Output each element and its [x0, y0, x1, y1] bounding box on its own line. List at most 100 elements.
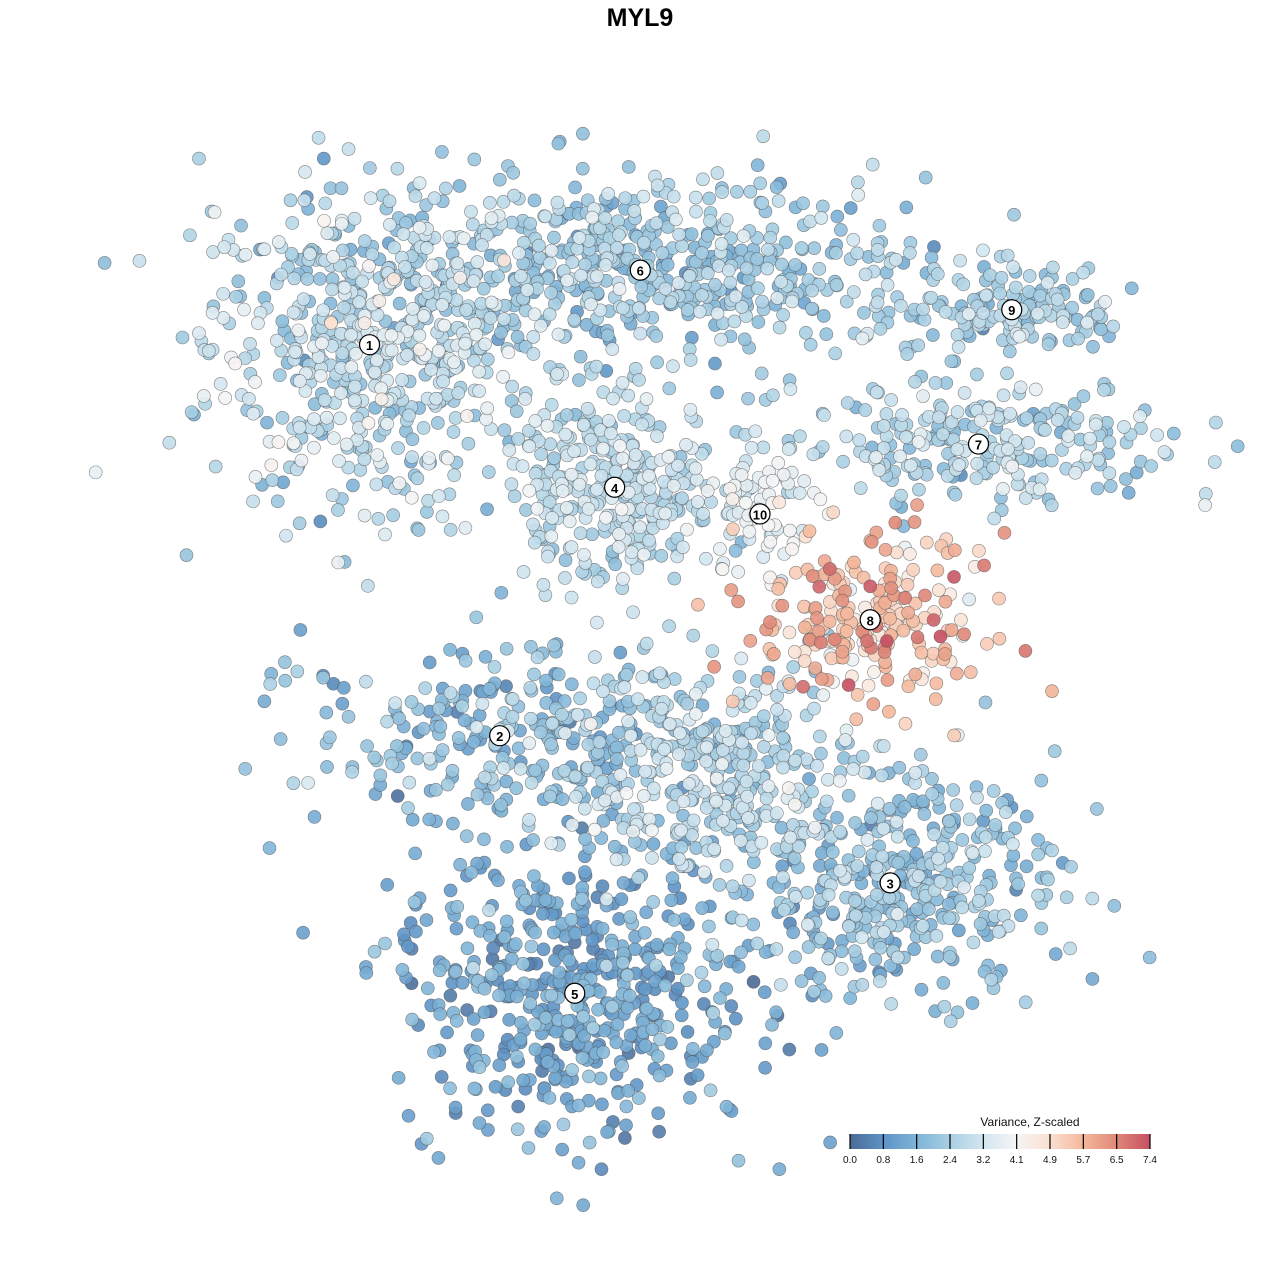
- data-point: [552, 965, 567, 980]
- data-point: [1041, 337, 1056, 352]
- data-point: [497, 423, 512, 438]
- data-point: [433, 1007, 447, 1021]
- data-point: [536, 907, 550, 921]
- data-point: [445, 763, 460, 778]
- data-point: [814, 931, 828, 946]
- data-point: [731, 1153, 746, 1168]
- data-point: [1076, 389, 1091, 404]
- data-point: [609, 852, 624, 867]
- data-point: [863, 579, 878, 594]
- data-point: [418, 681, 432, 695]
- data-point: [437, 318, 452, 333]
- data-point: [807, 984, 821, 999]
- data-point: [231, 274, 246, 289]
- cluster-label-5: 5: [564, 982, 586, 1004]
- data-point: [894, 488, 908, 503]
- cluster-label-text: 6: [637, 264, 644, 279]
- data-point: [744, 726, 758, 741]
- data-point: [642, 468, 656, 483]
- data-point: [339, 437, 354, 452]
- data-point: [857, 306, 871, 320]
- data-point: [705, 644, 720, 658]
- data-point: [510, 989, 524, 1004]
- data-point: [922, 902, 936, 916]
- data-point: [559, 501, 574, 515]
- data-point: [341, 709, 356, 724]
- data-point: [547, 451, 561, 465]
- data-point: [954, 613, 968, 627]
- data-point: [618, 191, 633, 205]
- data-point: [1000, 366, 1014, 381]
- data-point: [846, 762, 860, 776]
- data-point: [689, 204, 703, 219]
- data-point: [477, 770, 492, 785]
- data-point: [313, 514, 328, 529]
- data-point: [814, 672, 829, 686]
- data-point: [384, 343, 399, 358]
- data-point: [826, 505, 841, 520]
- data-point: [761, 728, 776, 742]
- data-point: [673, 726, 687, 740]
- data-point: [690, 1068, 705, 1082]
- data-point: [1008, 821, 1022, 836]
- data-point: [805, 569, 820, 583]
- data-point: [873, 940, 888, 955]
- data-point: [855, 978, 870, 992]
- data-point: [860, 832, 875, 847]
- data-point: [458, 521, 473, 535]
- data-point: [814, 635, 828, 650]
- data-point: [646, 781, 661, 796]
- data-point: [756, 129, 771, 144]
- data-point: [542, 1091, 557, 1105]
- data-point: [972, 544, 986, 558]
- data-point: [699, 801, 714, 815]
- data-point: [699, 754, 713, 769]
- cluster-label-circle: [629, 259, 651, 281]
- data-point: [876, 441, 891, 455]
- data-point: [494, 325, 508, 340]
- data-point: [710, 306, 725, 321]
- data-point: [522, 483, 537, 498]
- data-point: [443, 883, 458, 898]
- data-point: [596, 441, 610, 456]
- data-point: [246, 406, 261, 421]
- data-point: [197, 389, 211, 403]
- data-point: [405, 450, 419, 464]
- data-point: [646, 895, 660, 909]
- data-point: [715, 757, 729, 772]
- colorbar-tick-label: 7.4: [1143, 1155, 1157, 1166]
- data-point: [332, 454, 346, 468]
- cluster-label-text: 3: [887, 876, 894, 891]
- data-point: [943, 1014, 958, 1029]
- data-point: [728, 544, 743, 558]
- data-point: [748, 424, 763, 439]
- data-point: [667, 913, 681, 927]
- data-point: [405, 812, 420, 827]
- data-point: [526, 330, 541, 344]
- data-point: [248, 470, 263, 484]
- data-point: [927, 827, 941, 842]
- data-point: [786, 660, 801, 674]
- data-point: [528, 1042, 543, 1057]
- data-point: [419, 913, 434, 927]
- data-point: [292, 420, 307, 435]
- data-point: [491, 269, 505, 284]
- data-point: [734, 945, 748, 960]
- data-point: [788, 797, 802, 812]
- data-point: [930, 563, 945, 578]
- data-point: [631, 692, 645, 706]
- data-point: [699, 551, 713, 566]
- data-point: [836, 454, 850, 469]
- data-point: [348, 379, 362, 394]
- data-point: [693, 304, 707, 319]
- data-point: [472, 1060, 487, 1075]
- data-point: [682, 269, 697, 283]
- data-point: [478, 650, 493, 664]
- data-point: [676, 540, 690, 555]
- data-point: [973, 413, 988, 428]
- data-point: [680, 303, 695, 317]
- data-point: [370, 448, 385, 462]
- data-point: [855, 749, 870, 764]
- data-point: [1142, 950, 1157, 965]
- data-point: [695, 901, 709, 915]
